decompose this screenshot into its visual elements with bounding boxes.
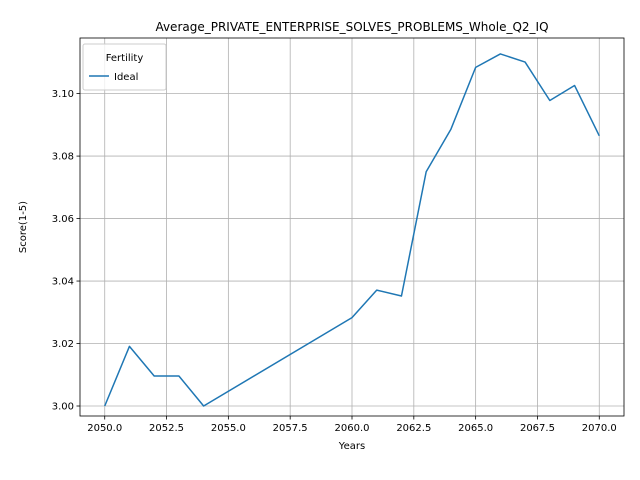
y-axis-label: Score(1-5) [18,201,29,253]
y-tick-label: 3.04 [52,277,74,288]
x-tick-label: 2055.0 [211,423,246,434]
y-tick-label: 3.00 [52,402,74,413]
x-tick-label: 2050.0 [87,423,122,434]
series-layer [104,53,600,407]
x-tick-label: 2060.0 [335,423,370,434]
x-tick-label: 2070.0 [582,423,617,434]
legend-title: Fertility [106,53,144,64]
y-tick-label: 3.06 [52,214,74,225]
y-tick-label: 3.10 [52,89,74,100]
x-tick-label: 2065.0 [458,423,493,434]
x-tick-label: 2062.5 [396,423,431,434]
legend-box [82,43,167,91]
x-tick-label: 2067.5 [520,423,555,434]
y-tick-label: 3.08 [52,152,74,163]
x-tick-label: 2057.5 [273,423,308,434]
legend-entry-ideal: Ideal [114,72,138,83]
series-line-ideal [104,53,600,407]
y-tick-label: 3.02 [52,339,74,350]
chart-title: Average_PRIVATE_ENTERPRISE_SOLVES_PROBLE… [155,20,548,34]
x-tick-label: 2052.5 [149,423,184,434]
axis-ticks: 2050.0 2052.5 2055.0 2057.5 2060.0 2062.5 2065… [52,89,617,434]
legend: Fertility Ideal [82,43,167,91]
x-axis-label: Years [338,441,365,452]
grid [80,38,624,416]
